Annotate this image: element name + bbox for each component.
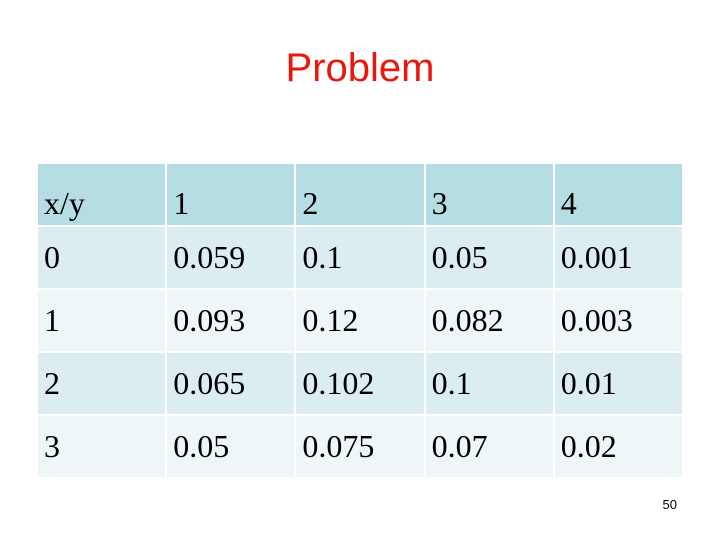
table-cell: 1 — [38, 290, 166, 351]
table-header-row: x/y 1 2 3 4 — [38, 164, 682, 225]
slide-title: Problem — [285, 46, 435, 90]
table-cell: 0.07 — [425, 416, 553, 477]
table-cell: 0 — [38, 227, 166, 288]
table-header-cell: 4 — [554, 164, 682, 225]
table-cell: 0.01 — [554, 353, 682, 414]
table-cell: 0.12 — [296, 290, 424, 351]
table-cell: 0.001 — [554, 227, 682, 288]
table-row: 1 0.093 0.12 0.082 0.003 — [38, 290, 682, 351]
table-cell: 0.02 — [554, 416, 682, 477]
table-header-cell: 1 — [167, 164, 295, 225]
table-cell: 0.065 — [167, 353, 295, 414]
table-header-cell: x/y — [38, 164, 166, 225]
table-header-cell: 3 — [425, 164, 553, 225]
table-row: 2 0.065 0.102 0.1 0.01 — [38, 353, 682, 414]
table-cell: 0.082 — [425, 290, 553, 351]
page-number: 50 — [662, 497, 677, 512]
table-cell: 0.003 — [554, 290, 682, 351]
table-cell: 0.102 — [296, 353, 424, 414]
table-cell: 0.093 — [167, 290, 295, 351]
table-cell: 2 — [38, 353, 166, 414]
table-header-cell: 2 — [296, 164, 424, 225]
table-row: 0 0.059 0.1 0.05 0.001 — [38, 227, 682, 288]
table-cell: 0.05 — [425, 227, 553, 288]
table-cell: 3 — [38, 416, 166, 477]
table-cell: 0.05 — [167, 416, 295, 477]
table-row: 3 0.05 0.075 0.07 0.02 — [38, 416, 682, 477]
table-cell: 0.1 — [425, 353, 553, 414]
table-cell: 0.1 — [296, 227, 424, 288]
table-cell: 0.075 — [296, 416, 424, 477]
table-cell: 0.059 — [167, 227, 295, 288]
probability-table: x/y 1 2 3 4 0 0.059 0.1 0.05 0.001 1 0.0… — [36, 162, 684, 479]
